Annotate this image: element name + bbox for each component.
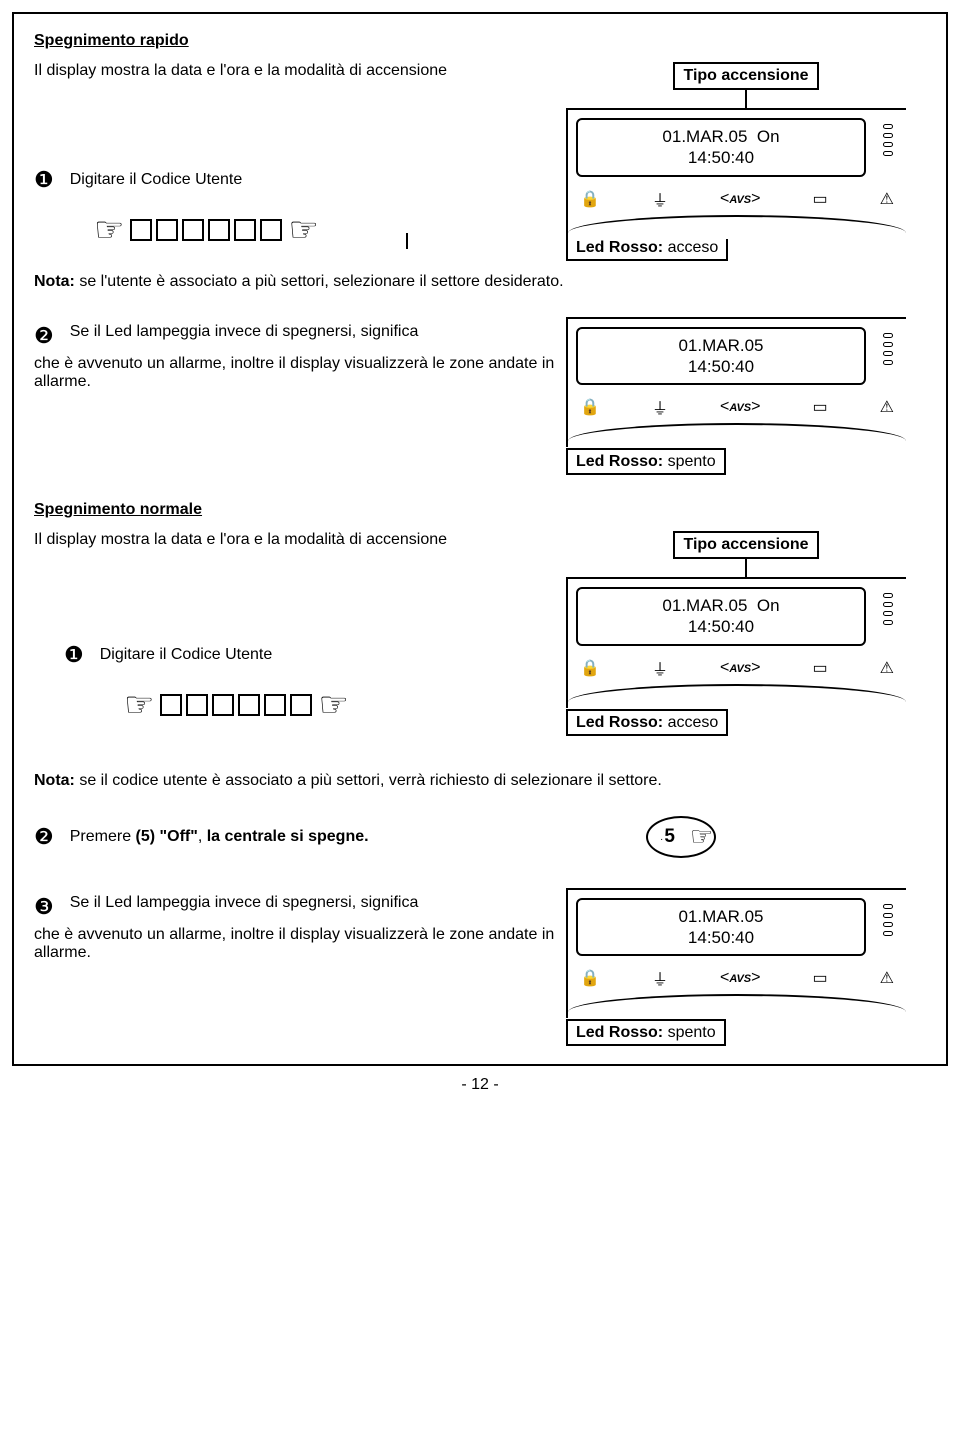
lcd-line-1: 01.MAR.05 xyxy=(588,335,854,356)
lcd-line-1: 01.MAR.05 On xyxy=(588,595,854,616)
hand-icon: ☞ xyxy=(124,688,154,722)
led-column xyxy=(878,327,898,365)
lock-icon: 🔒 xyxy=(580,968,600,988)
batt-icon: ▭ xyxy=(812,968,827,988)
led-column xyxy=(878,898,898,936)
hand-icon: ☞ xyxy=(94,213,124,247)
plug-icon: ⏚ xyxy=(652,187,668,211)
code-entry-row: ☞ ☞ xyxy=(94,213,566,247)
status-bar: 🔒 ⏚ <AVS> ▭ ⚠ xyxy=(576,654,898,682)
warn-icon: ⚠ xyxy=(880,397,894,417)
avs-logo: AVS xyxy=(729,663,751,675)
code-digits xyxy=(160,694,312,716)
connector xyxy=(745,559,747,577)
lock-icon: 🔒 xyxy=(580,189,600,209)
page-number: - 12 - xyxy=(12,1076,948,1094)
step-3-text-b: che è avvenuto un allarme, inoltre il di… xyxy=(34,926,556,962)
code-entry-row: ☞ ☞ xyxy=(124,688,566,722)
batt-icon: ▭ xyxy=(812,658,827,678)
lcd-line-1: 01.MAR.05 xyxy=(588,906,854,927)
step-1-text: Digitare il Codice Utente xyxy=(100,646,273,664)
connector xyxy=(406,233,408,249)
display-panel: 01.MAR.05 On 14:50:40 🔒 ⏚ <AVS> ▭ xyxy=(566,108,906,239)
lcd-display: 01.MAR.05 On 14:50:40 xyxy=(576,118,866,177)
status-bar: 🔒 ⏚ <AVS> ▭ ⚠ xyxy=(576,964,898,992)
code-digits xyxy=(130,219,282,241)
step-1-text: Digitare il Codice Utente xyxy=(70,171,243,189)
section-normal-off: Spegnimento normale Il display mostra la… xyxy=(34,501,926,1042)
led-column xyxy=(878,587,898,625)
batt-icon: ▭ xyxy=(812,397,827,417)
step-3-text-a: Se il Led lampeggia invece di spegnersi,… xyxy=(70,894,419,912)
note: Nota: se l'utente è associato a più sett… xyxy=(34,273,926,291)
avs-logo: AVS xyxy=(729,402,751,414)
panel-arc xyxy=(576,684,898,702)
tipo-accensione-label: Tipo accensione xyxy=(673,62,818,90)
status-bar: 🔒 ⏚ <AVS> ▭ ⚠ xyxy=(576,185,898,213)
lcd-line-2: 14:50:40 xyxy=(588,356,854,377)
display-panel: 01.MAR.05 On 14:50:40 🔒 ⏚ <AVS> ▭ xyxy=(566,577,906,708)
lcd-display: 01.MAR.05 14:50:40 xyxy=(576,898,866,957)
lcd-line-1: 01.MAR.05 On xyxy=(588,126,854,147)
section-title: Spegnimento rapido xyxy=(34,32,926,50)
avs-logo: AVS xyxy=(729,194,751,206)
plug-icon: ⏚ xyxy=(652,656,668,680)
avs-logo: AVS xyxy=(729,973,751,985)
plug-icon: ⏚ xyxy=(652,395,668,419)
warn-icon: ⚠ xyxy=(880,658,894,678)
lcd-line-2: 14:50:40 xyxy=(588,927,854,948)
hand-icon: ☞ xyxy=(690,821,713,852)
warn-icon: ⚠ xyxy=(880,189,894,209)
lcd-line-2: 14:50:40 xyxy=(588,616,854,637)
intro-text: Il display mostra la data e l'ora e la m… xyxy=(34,62,566,80)
section-rapid-off: Spegnimento rapido Il display mostra la … xyxy=(34,32,926,471)
status-bar: 🔒 ⏚ <AVS> ▭ ⚠ xyxy=(576,393,898,421)
step-3-bullet: ❸ xyxy=(34,894,54,920)
display-panel: 01.MAR.05 14:50:40 🔒 ⏚ <AVS> ▭ xyxy=(566,317,906,448)
step-1-bullet: ❶ xyxy=(64,642,84,668)
batt-icon: ▭ xyxy=(812,189,827,209)
warn-icon: ⚠ xyxy=(880,968,894,988)
panel-arc xyxy=(576,994,898,1012)
note: Nota: se il codice utente è associato a … xyxy=(34,772,926,790)
step-2-bullet: ❷ xyxy=(34,824,54,850)
step-1-bullet: ❶ xyxy=(34,167,54,193)
key-5-off[interactable]: ·5 ☞ xyxy=(646,816,713,858)
step-2-bullet: ❷ xyxy=(34,323,54,349)
led-column xyxy=(878,118,898,156)
page-frame: Spegnimento rapido Il display mostra la … xyxy=(12,12,948,1066)
hand-icon: ☞ xyxy=(318,688,348,722)
step-2-text: Premere (5) "Off", la centrale si spegne… xyxy=(70,828,369,846)
hand-icon: ☞ xyxy=(288,213,318,247)
lcd-display: 01.MAR.05 On 14:50:40 xyxy=(576,587,866,646)
step-2-text-b: che è avvenuto un allarme, inoltre il di… xyxy=(34,355,556,391)
panel-arc xyxy=(576,423,898,441)
display-panel: 01.MAR.05 14:50:40 🔒 ⏚ <AVS> ▭ xyxy=(566,888,906,1019)
section-title: Spegnimento normale xyxy=(34,501,926,519)
panel-arc xyxy=(576,215,898,233)
connector xyxy=(745,90,747,108)
plug-icon: ⏚ xyxy=(652,966,668,990)
lcd-line-2: 14:50:40 xyxy=(588,147,854,168)
intro-text: Il display mostra la data e l'ora e la m… xyxy=(34,531,566,549)
lock-icon: 🔒 xyxy=(580,658,600,678)
lcd-display: 01.MAR.05 14:50:40 xyxy=(576,327,866,386)
step-2-text-a: Se il Led lampeggia invece di spegnersi,… xyxy=(70,323,419,341)
tipo-accensione-label: Tipo accensione xyxy=(673,531,818,559)
lock-icon: 🔒 xyxy=(580,397,600,417)
